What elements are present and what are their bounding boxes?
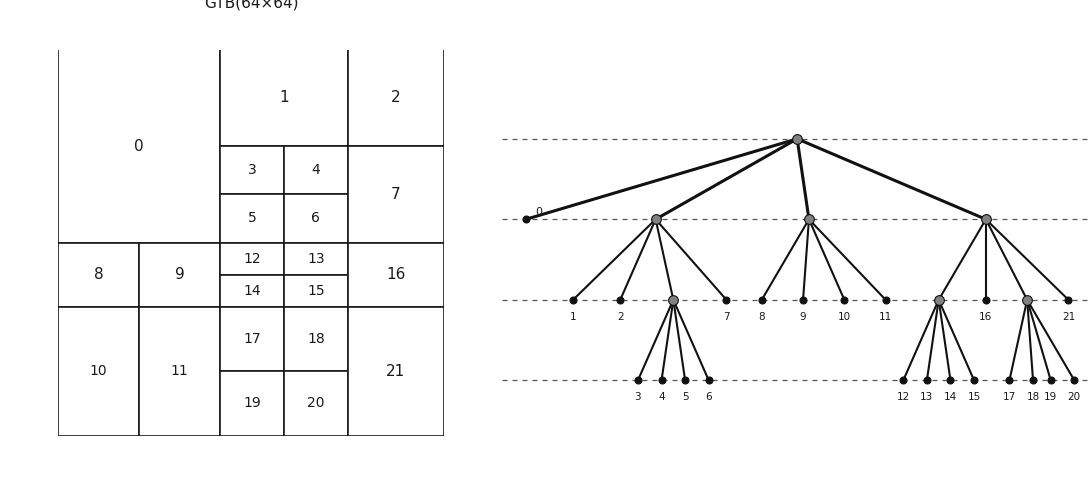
Text: 20: 20 [307, 396, 324, 410]
Text: 17: 17 [1002, 392, 1016, 402]
Text: 0: 0 [535, 207, 542, 217]
Text: 5: 5 [681, 392, 688, 402]
Text: 11: 11 [170, 364, 189, 378]
Text: 12: 12 [897, 392, 910, 402]
Text: 10: 10 [90, 364, 107, 378]
Bar [58, 243, 139, 307]
Text: 17: 17 [244, 332, 261, 346]
Bar [221, 307, 284, 371]
Bar [284, 275, 347, 307]
Text: 16: 16 [980, 312, 993, 322]
Text: 15: 15 [968, 392, 981, 402]
Text: 7: 7 [723, 312, 729, 322]
Text: 2: 2 [391, 90, 401, 105]
Text: 9: 9 [175, 267, 185, 282]
Text: 19: 19 [244, 396, 261, 410]
Bar [284, 194, 347, 243]
Bar [221, 146, 284, 195]
Bar [284, 371, 347, 436]
Text: 6: 6 [705, 392, 712, 402]
Text: 4: 4 [311, 163, 320, 177]
Bar [347, 243, 444, 307]
Text: 18: 18 [307, 332, 324, 346]
Text: 14: 14 [244, 284, 261, 298]
Bar [347, 146, 444, 243]
Text: 3: 3 [634, 392, 641, 402]
Bar [221, 50, 347, 146]
Text: 21: 21 [1061, 312, 1075, 322]
Text: 2: 2 [617, 312, 624, 322]
Bar [221, 194, 284, 243]
Bar [284, 307, 347, 371]
Bar [221, 243, 284, 275]
Text: 1: 1 [570, 312, 577, 322]
Text: GTB(64×64): GTB(64×64) [204, 0, 298, 11]
Text: 7: 7 [391, 187, 401, 202]
Bar [284, 243, 347, 275]
Text: 8: 8 [759, 312, 765, 322]
Text: 16: 16 [387, 267, 405, 282]
Bar [284, 146, 347, 195]
Text: 12: 12 [244, 251, 261, 266]
Text: 4: 4 [658, 392, 665, 402]
Text: 13: 13 [921, 392, 934, 402]
Text: 15: 15 [307, 284, 324, 298]
Bar [58, 50, 221, 243]
Text: 9: 9 [799, 312, 806, 322]
Text: 5: 5 [248, 211, 257, 225]
Text: 21: 21 [387, 364, 405, 379]
Text: 19: 19 [1044, 392, 1057, 402]
Text: 3: 3 [248, 163, 257, 177]
Text: 11: 11 [879, 312, 892, 322]
Text: 14: 14 [943, 392, 957, 402]
Text: 0: 0 [134, 139, 144, 153]
Bar [221, 275, 284, 307]
Text: 8: 8 [94, 267, 104, 282]
Bar [221, 371, 284, 436]
Text: 20: 20 [1068, 392, 1081, 402]
Bar [347, 50, 444, 146]
Text: 1: 1 [280, 90, 288, 105]
Bar [139, 243, 221, 307]
Text: 13: 13 [307, 251, 324, 266]
Text: 18: 18 [1026, 392, 1040, 402]
Bar [58, 307, 139, 436]
Text: 10: 10 [838, 312, 851, 322]
Text: 6: 6 [311, 211, 320, 225]
Bar [347, 307, 444, 436]
Bar [139, 307, 221, 436]
